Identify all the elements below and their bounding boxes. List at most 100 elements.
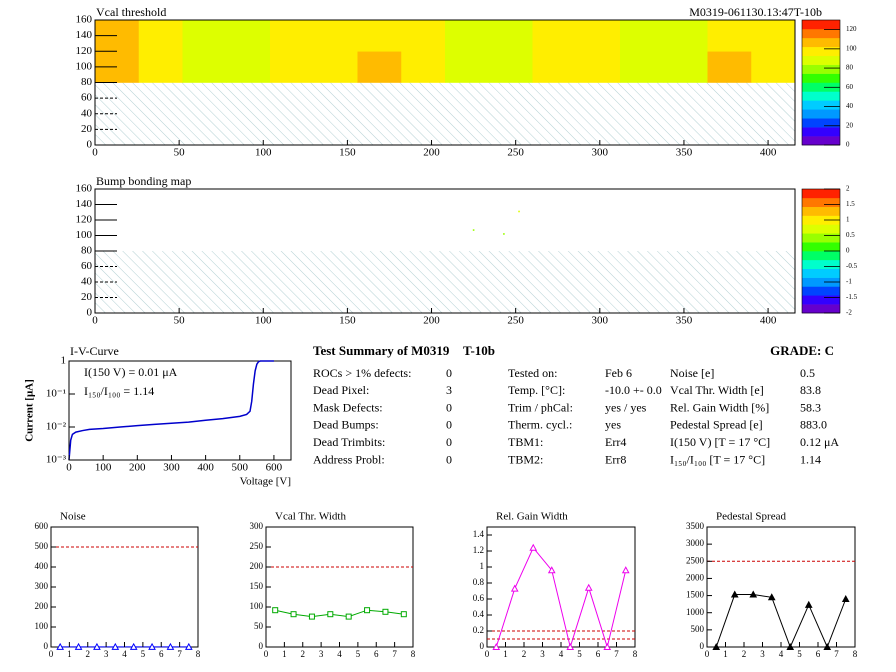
x-tick-label: 8 xyxy=(633,649,638,659)
x-tick-label: 0 xyxy=(92,147,98,159)
x-tick-label: 0 xyxy=(485,649,490,659)
x-tick-label: 3 xyxy=(104,649,109,659)
marker xyxy=(510,584,519,592)
summary-value: 0 xyxy=(446,400,452,414)
x-tick-label: 0 xyxy=(705,649,710,659)
heatmap-cell xyxy=(532,51,577,83)
heatmap-cell xyxy=(532,20,577,52)
marker xyxy=(290,611,297,618)
marker xyxy=(804,600,813,608)
colorbar-frame xyxy=(801,19,841,146)
x-tick-label: 600 xyxy=(266,462,283,474)
y-tick-label: 200 xyxy=(250,561,264,571)
y-tick-label: 2000 xyxy=(686,572,705,582)
y-tick-label: 0.4 xyxy=(473,609,485,619)
heatmap-cell xyxy=(226,51,271,83)
x-tick-label: 150 xyxy=(339,147,356,159)
y-tick-label: 0 xyxy=(87,139,93,151)
marker xyxy=(823,642,832,650)
x-tick-label: 2 xyxy=(86,649,91,659)
chart-title: Rel. Gain Width xyxy=(496,511,568,523)
heatmap-cell xyxy=(270,51,315,83)
summary-value: 0.5 xyxy=(800,366,815,380)
heatmap-cell xyxy=(226,20,271,52)
colorbar-step xyxy=(802,136,840,146)
y-tick-label: 1.2 xyxy=(473,545,484,555)
chart-title: I-V-Curve xyxy=(70,344,119,358)
colorbar-label: 100 xyxy=(846,44,857,52)
x-tick-label: 300 xyxy=(592,147,609,159)
x-axis-label: Voltage [V] xyxy=(240,476,291,488)
y-tick-label: 10⁻¹ xyxy=(46,388,66,400)
y-tick-label: 20 xyxy=(81,291,93,303)
heatmap-cell xyxy=(313,51,358,83)
colorbar-step xyxy=(802,295,840,305)
y-tick-label: 100 xyxy=(35,621,49,631)
marker xyxy=(364,607,371,614)
colorbar-step xyxy=(802,215,840,225)
colorbar-step xyxy=(802,64,840,74)
marker xyxy=(841,594,850,602)
marker xyxy=(529,543,538,551)
y-tick-label: 1 xyxy=(61,355,67,367)
colorbar-label: 0 xyxy=(846,141,850,149)
marker xyxy=(129,642,138,650)
marker xyxy=(566,642,575,650)
summary-value: Err4 xyxy=(605,435,626,449)
x-tick-label: 4 xyxy=(337,649,342,659)
colorbar-step xyxy=(802,268,840,278)
y-tick-label: 1.4 xyxy=(473,529,485,539)
heatmap-cell xyxy=(138,51,183,83)
colorbar-step xyxy=(802,100,840,110)
x-tick-label: 1 xyxy=(503,649,508,659)
summary-label: Dead Pixel: xyxy=(313,383,369,397)
x-tick-label: 0 xyxy=(49,649,54,659)
colorbar-label: 60 xyxy=(846,83,854,91)
summary-label: Pedestal Spread [e] xyxy=(670,418,763,432)
marker xyxy=(166,642,175,650)
x-tick-label: 3 xyxy=(319,649,324,659)
summary-value: 0 xyxy=(446,418,452,432)
summary-value: 0 xyxy=(446,452,452,466)
heatmap-cell xyxy=(576,20,621,52)
x-tick-label: 1 xyxy=(723,649,728,659)
heatmap-cell xyxy=(182,51,227,83)
x-tick-label: 6 xyxy=(816,649,821,659)
colorbar-step xyxy=(802,304,840,314)
x-tick-label: 400 xyxy=(197,462,214,474)
y-tick-label: 140 xyxy=(76,198,93,210)
summary-value: 1.14 xyxy=(800,452,821,466)
y-tick-label: 150 xyxy=(250,581,264,591)
summary-label: Address Probl: xyxy=(313,452,385,466)
x-tick-label: 2 xyxy=(301,649,306,659)
x-tick-label: 3 xyxy=(760,649,765,659)
x-tick-label: 5 xyxy=(797,649,802,659)
y-tick-label: 10⁻² xyxy=(46,421,67,433)
summary-label: Trim / phCal: xyxy=(508,400,573,414)
x-tick-label: 100 xyxy=(255,315,272,327)
y-tick-label: 10⁻³ xyxy=(46,454,67,466)
marker xyxy=(56,642,65,650)
marker xyxy=(148,642,156,650)
colorbar-step xyxy=(802,197,840,208)
plot-frame xyxy=(265,526,414,648)
x-tick-label: 4 xyxy=(779,649,784,659)
colorbar-step xyxy=(802,20,840,30)
module-tag: T-10b xyxy=(463,343,495,358)
chart-title: Vcal threshold xyxy=(96,5,166,19)
marker xyxy=(786,642,795,650)
y-tick-label: 300 xyxy=(250,521,264,531)
summary-label: ROCs > 1% defects: xyxy=(313,366,411,380)
summary-value: Feb 6 xyxy=(605,366,632,380)
colorbar-label: 80 xyxy=(846,64,854,72)
colorbar-step xyxy=(802,55,840,65)
x-tick-label: 350 xyxy=(676,147,693,159)
heatmap-cell xyxy=(751,51,796,83)
marker xyxy=(767,593,776,601)
heatmap-cell xyxy=(313,20,358,52)
data-line xyxy=(715,594,847,649)
x-tick-label: 6 xyxy=(596,649,601,659)
y-tick-label: 500 xyxy=(35,541,49,551)
summary-label: Vcal Thr. Width [e] xyxy=(670,383,764,397)
x-tick-label: 0 xyxy=(264,649,269,659)
